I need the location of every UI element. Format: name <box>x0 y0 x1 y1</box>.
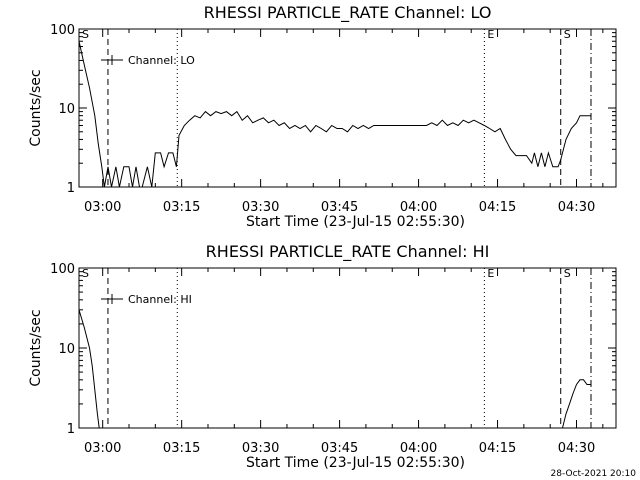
x-axis-label: Start Time (23-Jul-15 02:55:30) <box>246 214 465 230</box>
x-tick-label: 04:15 <box>479 200 516 215</box>
x-tick-label: 04:30 <box>558 441 595 456</box>
event-marker-label: S <box>564 267 571 280</box>
x-tick-label: 03:30 <box>242 441 279 456</box>
event-marker-label: E <box>487 28 494 41</box>
event-marker-label: E <box>487 267 494 280</box>
footer-timestamp: 28-Oct-2021 20:10 <box>551 469 637 479</box>
chart-panel-hi: RHESSI PARTICLE_RATE Channel: HI Counts/s… <box>28 242 617 471</box>
legend-label: Channel: LO <box>128 54 195 67</box>
x-tick-label: 03:30 <box>242 200 279 215</box>
x-tick-label: 03:00 <box>84 200 121 215</box>
y-tick-label: 100 <box>50 262 75 277</box>
x-tick-label: 03:45 <box>321 441 358 456</box>
legend-label: Channel: HI <box>128 293 192 306</box>
x-tick-label: 03:45 <box>321 200 358 215</box>
event-marker-label: S <box>82 28 89 41</box>
event-marker-label: S <box>82 267 89 280</box>
series-line-hi <box>562 379 591 428</box>
series-line-lo <box>79 41 591 187</box>
x-tick-label: 04:00 <box>400 200 437 215</box>
plot-frame <box>78 267 617 429</box>
y-axis-label: Counts/sec <box>28 309 44 386</box>
y-axis-label: Counts/sec <box>28 69 44 146</box>
chart-title: RHESSI PARTICLE_RATE Channel: LO <box>204 3 492 23</box>
x-tick-label: 03:15 <box>163 200 200 215</box>
x-tick-label: 03:00 <box>84 441 121 456</box>
x-tick-label: 04:30 <box>558 200 595 215</box>
y-tick-label: 10 <box>58 342 75 357</box>
plot-frame <box>78 28 617 188</box>
x-tick-label: 04:15 <box>479 441 516 456</box>
y-tick-label: 10 <box>58 102 75 117</box>
y-tick-label: 100 <box>50 23 75 38</box>
x-axis-label: Start Time (23-Jul-15 02:55:30) <box>246 455 465 471</box>
y-tick-label: 1 <box>67 181 75 196</box>
series-line-hi <box>79 309 100 428</box>
chart-panel-lo: RHESSI PARTICLE_RATE Channel: LO Counts/s… <box>28 3 617 230</box>
chart-title: RHESSI PARTICLE_RATE Channel: HI <box>206 242 490 262</box>
event-marker-label: S <box>564 28 571 41</box>
y-tick-label: 1 <box>67 422 75 437</box>
x-tick-label: 03:15 <box>163 441 200 456</box>
x-tick-label: 04:00 <box>400 441 437 456</box>
